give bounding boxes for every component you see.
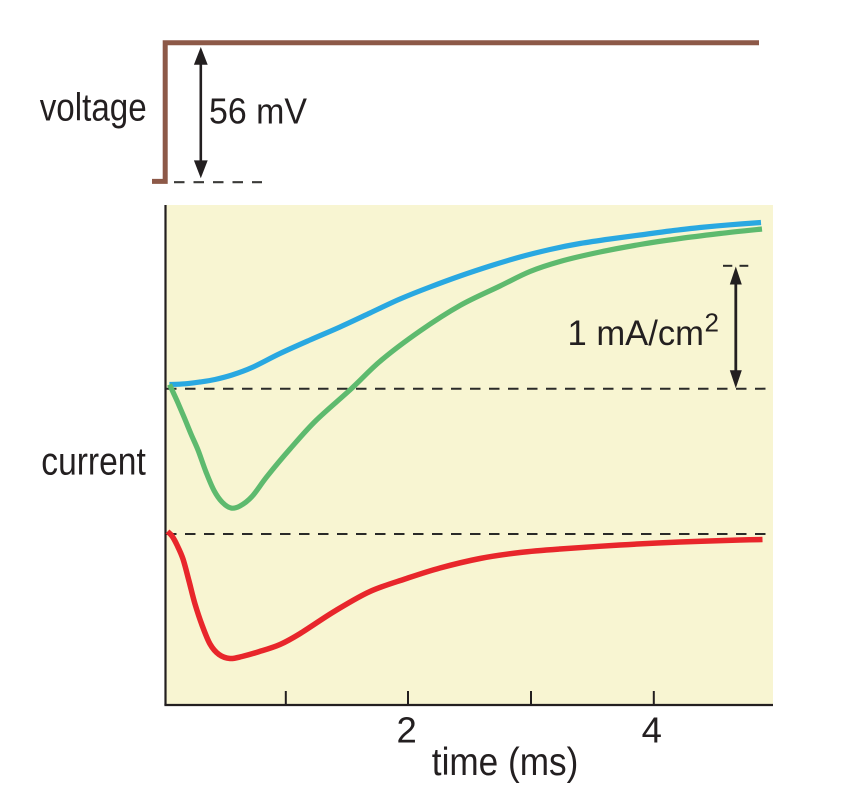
svg-text:time (ms): time (ms) [432,741,579,784]
svg-text:2: 2 [705,308,719,338]
svg-text:56 mV: 56 mV [209,91,307,132]
svg-text:4: 4 [642,710,662,751]
svg-text:2: 2 [396,710,416,751]
svg-text:current: current [41,440,146,483]
svg-text:1 mA/cm: 1 mA/cm [568,314,705,353]
svg-text:voltage: voltage [40,87,147,130]
